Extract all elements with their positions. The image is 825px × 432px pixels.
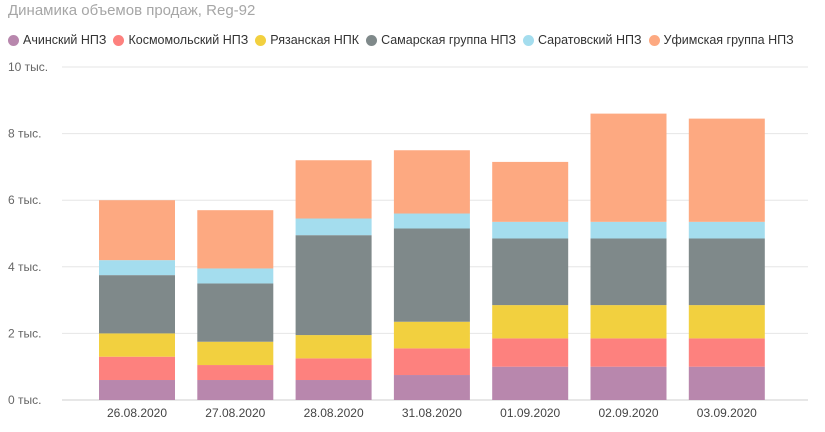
bar-segment[interactable] [688,338,765,367]
bar-segment[interactable] [99,275,175,334]
legend-item[interactable]: Уфимская группа НПЗ [648,33,794,47]
bar-segment[interactable] [197,341,274,366]
x-tick-label: 27.08.2020 [205,406,265,420]
bar-segment[interactable] [393,213,470,229]
bar-segment[interactable] [492,221,569,239]
bar-segment[interactable] [197,210,274,269]
bar-segment[interactable] [492,161,569,222]
bar-segment[interactable] [590,305,667,339]
bar-segment[interactable] [197,283,274,342]
legend: Ачинский НПЗ Космомольский НПЗ Рязанская Н… [8,33,801,47]
x-tick-label: 31.08.2020 [402,406,462,420]
bar-segment[interactable] [590,113,667,222]
bar-segment[interactable] [688,305,765,339]
y-tick-label: 2 тыс. [8,326,41,340]
bar-segment[interactable] [688,118,765,222]
bar-segment[interactable] [590,366,667,400]
bar-segment[interactable] [590,221,667,239]
bar-segment[interactable] [590,238,667,306]
y-tick-label: 8 тыс. [8,127,41,141]
y-tick-label: 6 тыс. [8,193,41,207]
legend-swatch [255,34,267,46]
bar-segment[interactable] [99,380,175,400]
bar-segment[interactable] [295,218,372,236]
bar-segment[interactable] [295,358,372,381]
bar-segment[interactable] [99,200,175,261]
x-tick-label: 02.09.2020 [598,406,658,420]
legend-label: Самарская группа НПЗ [381,33,517,47]
legend-item[interactable]: Рязанская НПК [255,33,359,47]
legend-item[interactable]: Самарская группа НПЗ [366,33,516,47]
bar-segment[interactable] [295,160,372,219]
legend-label: Ачинский НПЗ [23,33,107,47]
bar-segment[interactable] [393,348,470,376]
y-tick-label: 0 тыс. [8,393,41,407]
legend-label: Уфимская группа НПЗ [663,33,794,47]
bar-segment[interactable] [393,321,470,349]
y-tick-label: 10 тыс. [8,60,48,74]
legend-label: Саратовский НПЗ [538,33,642,47]
x-tick-label: 03.09.2020 [697,406,757,420]
bar-segment[interactable] [393,150,470,214]
x-tick-label: 01.09.2020 [500,406,560,420]
bar-segment[interactable] [590,338,667,367]
bar-segment[interactable] [492,338,569,367]
legend-item[interactable]: Космомольский НПЗ [113,33,248,47]
bar-segment[interactable] [99,356,175,381]
x-tick-label: 28.08.2020 [304,406,364,420]
bar-segment[interactable] [688,238,765,306]
bar-segment[interactable] [688,366,765,400]
bar-segment[interactable] [492,366,569,400]
bar-segment[interactable] [197,268,274,284]
bar-segment[interactable] [393,375,470,400]
bar-segment[interactable] [99,260,175,276]
legend-swatch [113,34,125,46]
legend-swatch [523,34,535,46]
bar-segment[interactable] [197,365,274,381]
bar-segment[interactable] [295,380,372,400]
legend-label: Космомольский НПЗ [128,33,249,47]
x-tick-label: 26.08.2020 [107,406,167,420]
bar-segment[interactable] [492,238,569,306]
bar-segment[interactable] [99,333,175,357]
bar-segment[interactable] [688,221,765,239]
bar-segment[interactable] [295,235,372,336]
y-tick-label: 4 тыс. [8,260,41,274]
legend-swatch [366,34,378,46]
bar-segment[interactable] [492,305,569,339]
legend-swatch [8,34,19,46]
bar-segment[interactable] [393,228,470,322]
legend-item[interactable]: Саратовский НПЗ [523,33,642,47]
bar-segment[interactable] [197,380,274,400]
chart-title: Динамика объемов продаж, Reg-92 [8,2,256,19]
legend-item[interactable]: Ачинский НПЗ [8,33,106,47]
legend-swatch [648,34,660,46]
bar-segment[interactable] [295,335,372,359]
legend-label: Рязанская НПК [270,33,360,47]
